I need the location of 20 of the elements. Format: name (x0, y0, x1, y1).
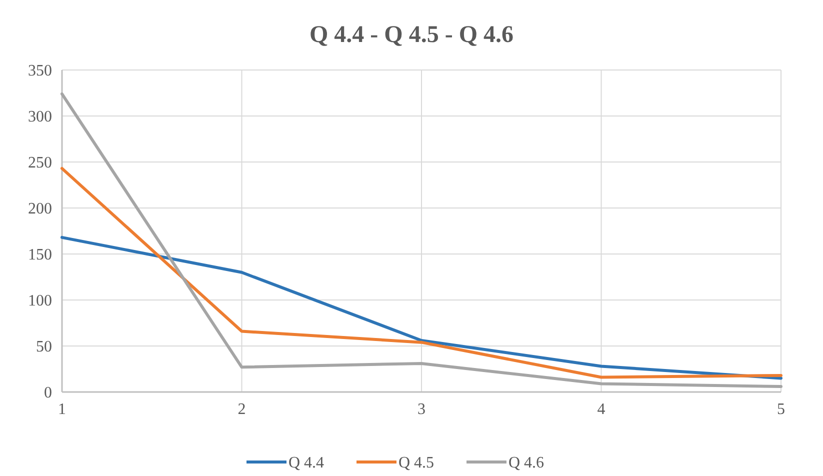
chart-title: Q 4.4 - Q 4.5 - Q 4.6 (310, 22, 514, 48)
y-tick-label: 250 (28, 154, 52, 172)
line-series (60, 236, 782, 380)
line-series (60, 166, 782, 379)
x-tick-label: 5 (777, 401, 785, 418)
y-tick-label: 150 (28, 246, 52, 264)
x-tick-label: 4 (597, 401, 606, 418)
legend-label: Q 4.5 (398, 454, 434, 472)
y-tick-label: 50 (36, 338, 52, 356)
legend-label: Q 4.4 (288, 454, 324, 472)
y-tick-label: 300 (28, 108, 52, 126)
legend-label: Q 4.6 (508, 454, 544, 472)
x-tick-label: 3 (418, 401, 426, 418)
line-series (60, 92, 782, 388)
x-tick-label: 2 (238, 401, 246, 418)
y-tick-label: 200 (28, 200, 52, 218)
y-tick-label: 350 (28, 62, 52, 80)
y-tick-label: 0 (44, 384, 52, 402)
x-tick-label: 1 (58, 401, 66, 418)
y-tick-label: 100 (28, 292, 52, 310)
